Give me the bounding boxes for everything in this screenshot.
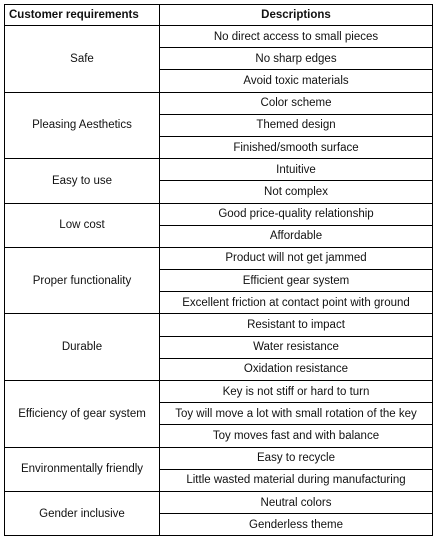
header-row: Customer requirements Descriptions: [4, 4, 433, 26]
requirements-table: Customer requirements Descriptions Safe N…: [4, 4, 433, 537]
description-cell: Color scheme: [159, 91, 433, 115]
description-cell: Efficient gear system: [159, 269, 433, 293]
table-row: Avoid toxic materials: [5, 69, 433, 93]
description-cell: Not complex: [159, 180, 433, 204]
description-cell: Oxidation resistance: [159, 357, 433, 382]
table-row: Safe No direct access to small pieces: [4, 24, 433, 93]
table-row: Durable Resistant to impact: [4, 313, 433, 381]
table-body: Safe No direct access to small pieces No s…: [4, 24, 433, 537]
description-cell: No direct access to small pieces: [159, 24, 433, 49]
table-row: Low cost Good price-quality relationship: [4, 202, 433, 248]
requirement-cell: Gender inclusive: [4, 490, 160, 537]
description-cell: Intuitive: [159, 158, 433, 182]
description-cell: Little wasted material during manufactur…: [159, 468, 433, 492]
table-row: Environmentally friendly Easy to recycle: [4, 446, 433, 492]
table-row: Little wasted material during manufactur…: [5, 468, 433, 492]
description-cell: Easy to recycle: [159, 446, 433, 470]
requirement-cell: Low cost: [4, 202, 160, 248]
description-cell: Toy moves fast and with balance: [159, 424, 433, 448]
description-cell: Good price-quality relationship: [159, 202, 433, 226]
table-row: Not complex: [5, 180, 433, 204]
description-cell: Resistant to impact: [159, 313, 433, 337]
requirement-cell: Proper functionality: [4, 246, 160, 315]
table-row: Efficiency of gear system Key is not stif…: [4, 379, 433, 448]
table-row: Pleasing Aesthetics Color scheme: [4, 91, 433, 160]
table-row: Easy to use Intuitive: [4, 158, 433, 204]
description-cell: Avoid toxic materials: [159, 69, 433, 93]
description-cell: Toy will move a lot with small rotation …: [159, 402, 433, 426]
table-row: Proper functionality Product will not get…: [4, 246, 433, 315]
requirement-cell: Efficiency of gear system: [4, 380, 160, 448]
description-cell: Water resistance: [159, 335, 433, 359]
description-cell: Affordable: [159, 224, 433, 248]
table-row: Genderless theme: [5, 513, 433, 537]
description-cell: Key is not stiff or hard to turn: [159, 379, 433, 404]
requirement-cell: Pleasing Aesthetics: [4, 91, 160, 160]
description-cell: Finished/smooth surface: [159, 135, 433, 160]
header-descriptions: Descriptions: [159, 4, 433, 26]
header-customer-requirements: Customer requirements: [4, 4, 160, 26]
table-header: Customer requirements Descriptions: [4, 4, 433, 26]
table-row: Water resistance: [5, 335, 433, 359]
requirement-cell: Safe: [4, 25, 160, 93]
table-row: Gender inclusive Neutral colors: [4, 490, 433, 537]
description-cell: Genderless theme: [159, 513, 433, 537]
description-cell: Themed design: [159, 113, 433, 137]
description-cell: Excellent friction at contact point with…: [159, 291, 433, 315]
requirement-cell: Environmentally friendly: [4, 446, 160, 492]
description-cell: No sharp edges: [159, 47, 433, 71]
table-row: No sharp edges: [5, 47, 433, 71]
description-cell: Product will not get jammed: [159, 246, 433, 271]
requirement-cell: Durable: [4, 313, 160, 381]
description-cell: Neutral colors: [159, 490, 433, 515]
requirement-cell: Easy to use: [4, 158, 160, 204]
